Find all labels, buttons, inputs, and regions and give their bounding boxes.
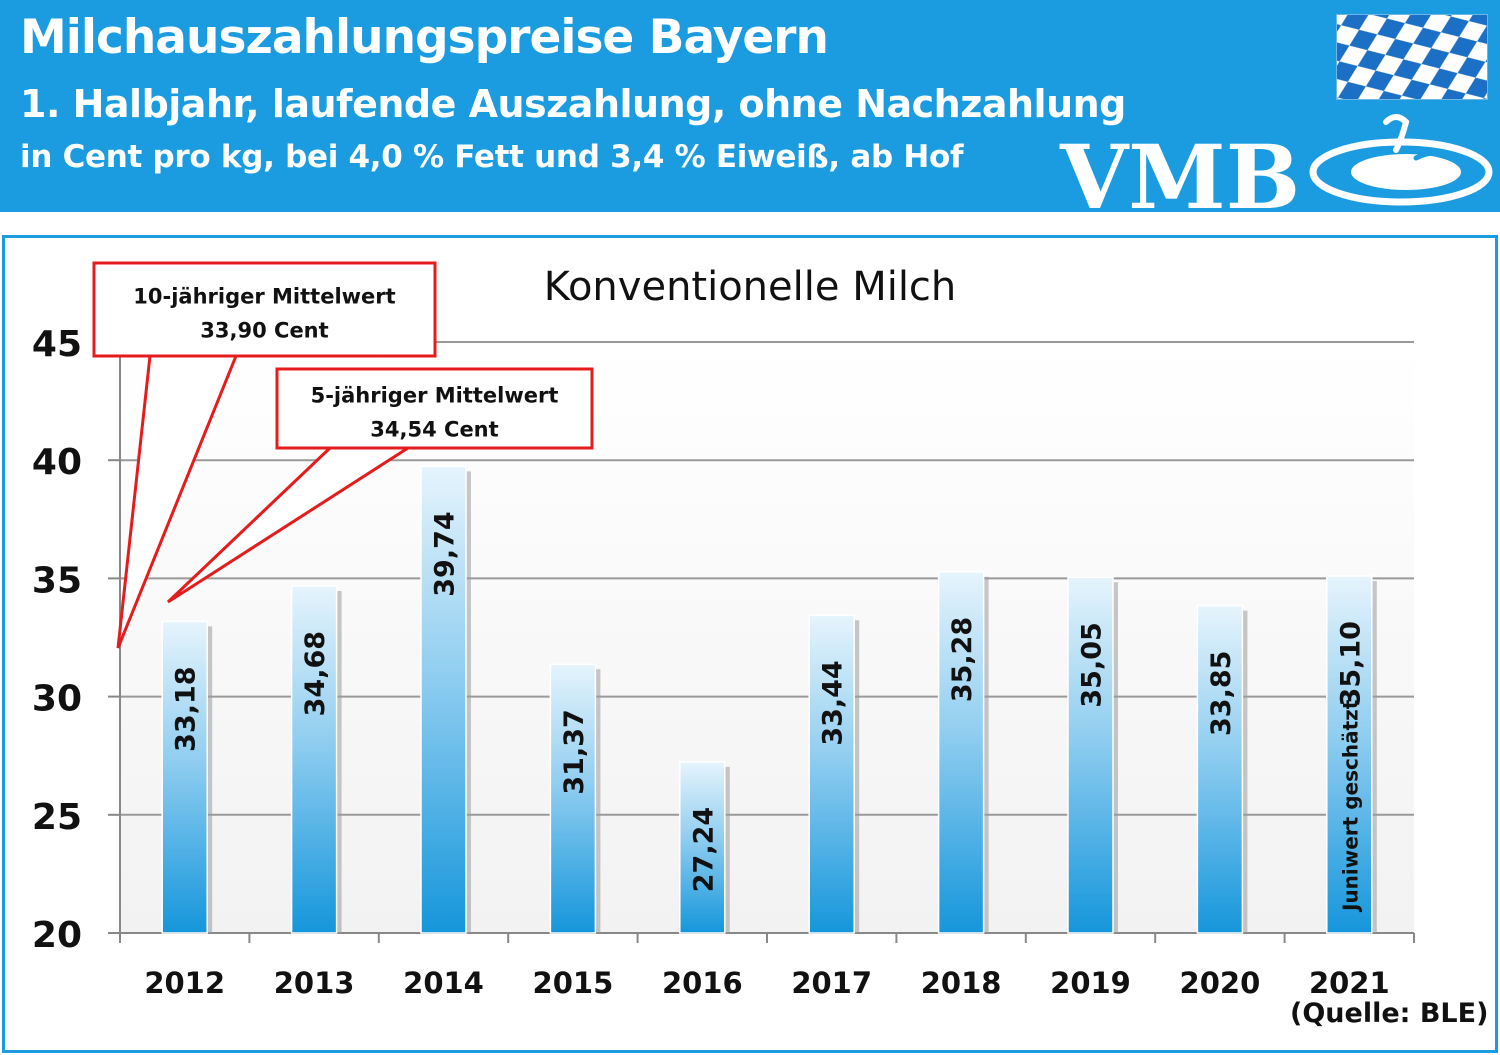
bar bbox=[1067, 576, 1114, 934]
bavaria-flag-icon bbox=[1336, 14, 1488, 100]
data-label: 27,24 bbox=[688, 807, 719, 892]
bar bbox=[1196, 604, 1244, 934]
callout-line1: 10-jähriger Mittelwert bbox=[133, 285, 395, 309]
y-tick-label: 45 bbox=[32, 324, 82, 365]
y-tick-label: 20 bbox=[32, 915, 82, 956]
bar bbox=[1326, 575, 1373, 934]
page-subtitle-units: in Cent pro kg, bei 4,0 % Fett und 3,4 %… bbox=[20, 139, 964, 175]
data-label: 35,05 bbox=[1077, 622, 1108, 707]
data-label: 33,85 bbox=[1206, 651, 1237, 736]
y-tick-label: 40 bbox=[32, 442, 82, 483]
bar bbox=[290, 585, 338, 934]
bar bbox=[937, 571, 985, 934]
data-label: 34,68 bbox=[300, 631, 331, 716]
x-tick-label: 2017 bbox=[791, 966, 872, 1000]
bar bbox=[161, 620, 208, 934]
bar bbox=[679, 761, 726, 934]
bar bbox=[808, 614, 855, 934]
bar bbox=[420, 465, 467, 934]
chart-title: Konventionelle Milch bbox=[544, 264, 957, 310]
x-tick-label: 2020 bbox=[1180, 966, 1261, 1000]
data-label: 31,37 bbox=[559, 709, 590, 794]
callout-line2: 34,54 Cent bbox=[370, 418, 498, 442]
callout-box bbox=[92, 261, 437, 358]
x-tick-label: 2018 bbox=[921, 966, 1002, 1000]
vmb-logo-text: VMB bbox=[1059, 125, 1300, 212]
data-label: 35,28 bbox=[947, 617, 978, 702]
y-tick-label: 30 bbox=[32, 679, 82, 720]
page-subtitle: 1. Halbjahr, laufende Auszahlung, ohne N… bbox=[20, 82, 1126, 126]
x-tick-label: 2012 bbox=[144, 966, 225, 1000]
bar-note: Juniwert geschätzt bbox=[1338, 699, 1362, 913]
x-tick-label: 2019 bbox=[1050, 966, 1131, 1000]
callout-line2: 33,90 Cent bbox=[200, 319, 328, 343]
data-label: 35,10 bbox=[1335, 621, 1366, 706]
source-note: (Quelle: BLE) bbox=[1290, 998, 1489, 1029]
x-tick-label: 2013 bbox=[274, 966, 355, 1000]
data-label: 33,18 bbox=[171, 666, 202, 751]
x-tick-label: 2014 bbox=[403, 966, 484, 1000]
data-label: 33,44 bbox=[818, 660, 849, 745]
vmb-logo-icon: VMB bbox=[1059, 114, 1493, 212]
y-tick-label: 25 bbox=[32, 797, 82, 838]
page-title: Milchauszahlungspreise Bayern bbox=[20, 10, 829, 65]
x-tick-label: 2015 bbox=[533, 966, 614, 1000]
callout-line1: 5-jähriger Mittelwert bbox=[311, 384, 559, 408]
callout-box bbox=[275, 367, 594, 450]
bar bbox=[549, 663, 597, 934]
x-tick-label: 2021 bbox=[1309, 966, 1390, 1000]
x-tick-label: 2016 bbox=[662, 966, 743, 1000]
data-label: 39,74 bbox=[430, 511, 461, 596]
header-band: Milchauszahlungspreise Bayern 1. Halbjah… bbox=[0, 0, 1500, 212]
y-tick-label: 35 bbox=[32, 560, 82, 601]
